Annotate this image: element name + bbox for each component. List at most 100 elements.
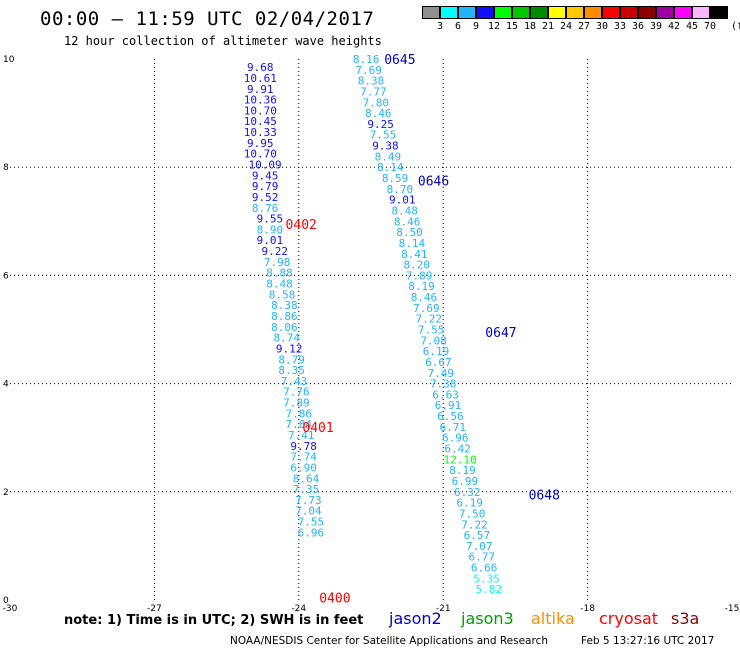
colorbar-swatch [602,6,620,19]
wave-height-value: 9.22 [261,245,288,258]
colorbar-label: 36 [631,21,645,32]
wave-height-value: 7.80 [363,96,390,109]
wave-height-value: 9.25 [367,118,394,131]
legend-altika: altika [531,609,575,628]
y-tick-label: 0 [3,596,9,606]
wave-height-value: 6.32 [454,486,481,499]
colorbar-label: 3 [436,21,444,32]
wave-height-value: 7.98 [264,256,291,269]
wave-height-value: 7.55 [298,516,325,529]
colorbar-label: 27 [577,21,591,32]
wave-height-value: 8.38 [271,299,298,312]
legend-cryosat: cryosat [599,609,659,628]
chart-title: 00:00 – 11:59 UTC 02/04/2017 [40,8,375,30]
wave-height-value: 8.06 [271,321,298,334]
credit-line: NOAA/NESDIS Center for Satellite Applica… [230,635,548,647]
colorbar-label: 70 [703,21,717,32]
wave-height-value: 9.12 [276,342,303,355]
wave-height-value: 6.67 [425,356,452,369]
wave-height-value: 5.82 [476,583,503,596]
wave-height-value: 7.50 [459,507,486,520]
x-tick-label: -21 [436,604,451,614]
wave-height-value: 10.61 [244,72,277,85]
wave-height-value: 7.38 [430,378,457,391]
colorbar-label: 15 [505,21,519,32]
legend-jason2: jason2 [389,609,442,628]
wave-height-value: 7.76 [283,386,310,399]
colorbar-swatch [530,6,548,19]
colorbar-label: 12 [487,21,501,32]
wave-height-value: 8.16 [353,53,380,66]
chart-subtitle: 12 hour collection of altimeter wave hei… [64,34,382,48]
x-tick-label: -27 [147,604,162,614]
colorbar-swatch [440,6,458,19]
pass-time-label: 0648 [529,489,560,504]
wave-height-value: 7.22 [461,518,488,531]
wave-height-value: 7.43 [281,375,308,388]
wave-height-value: 12.10 [443,453,476,466]
wave-height-value: 10.33 [244,126,277,139]
colorbar-unit: (ft) [731,21,740,32]
colorbar-label: 9 [472,21,480,32]
colorbar-label: 39 [649,21,663,32]
colorbar-swatch [548,6,566,19]
colorbar-swatch [422,6,440,19]
wave-height-value: 8.74 [274,332,301,345]
colorbar-swatch [638,6,656,19]
wave-height-value: 6.91 [435,399,462,412]
pass-time-label: 0647 [485,326,516,341]
pass-time-label: 0400 [319,591,350,606]
wave-height-value: 8.48 [266,278,293,291]
wave-height-value: 9.55 [257,213,284,226]
wave-height-value: 8.76 [252,202,279,215]
wave-height-value: 7.86 [286,407,313,420]
wave-height-value: 8.79 [278,353,305,366]
wave-height-value: 8.14 [377,161,404,174]
wave-height-value: 7.73 [295,494,322,507]
pass-time-label: 0401 [302,421,333,436]
wave-height-value: 8.64 [293,472,320,485]
y-tick-label: 4 [3,380,9,390]
wave-height-value: 8.46 [394,215,421,228]
wave-height-value: 7.49 [428,367,455,380]
wave-height-value: 10.36 [244,94,277,107]
colorbar-label: 6 [454,21,462,32]
wave-height-value: 8.49 [375,150,402,163]
y-tick-label: 2 [3,488,9,498]
colorbar-label: 24 [559,21,573,32]
y-tick-label: 10 [3,55,15,65]
wave-height-value: 8.14 [399,237,426,250]
wave-height-value: 8.58 [269,288,296,301]
wave-height-value: 6.90 [290,461,317,474]
wave-height-value: 8.50 [396,226,423,239]
wave-height-value: 7.69 [355,64,382,77]
wave-height-value: 7.74 [290,451,317,464]
colorbar-swatch [692,6,710,19]
wave-height-value: 6.99 [452,475,479,488]
wave-height-value: 7.77 [360,85,387,98]
wave-height-value: 7.35 [293,483,320,496]
colorbar-swatch [476,6,494,19]
colorbar-swatch [656,6,674,19]
wave-height-value: 7.22 [416,313,443,326]
wave-height-value: 8.38 [358,75,385,88]
wave-height-value: 10.09 [249,158,282,171]
y-tick-label: 8 [3,163,9,173]
wave-height-value: 9.38 [372,140,399,153]
wave-height-value: 7.41 [288,429,315,442]
wave-height-value: 8.88 [266,267,293,280]
footer-note: note: 1) Time is in UTC; 2) SWH is in fe… [64,613,364,628]
colorbar-label: 30 [595,21,609,32]
colorbar-swatch [458,6,476,19]
wave-height-value: 8.19 [449,464,476,477]
wave-height-value: 7.07 [466,540,493,553]
wave-height-value: 9.45 [252,169,279,182]
colorbar-swatch [710,6,728,19]
pass-time-label: 0402 [286,218,317,233]
wave-height-value: 7.55 [418,324,445,337]
wave-height-value: 7.89 [406,269,433,282]
wave-height-value: 10.70 [244,104,277,117]
colorbar-swatch [566,6,584,19]
generated-timestamp: Feb 5 13:27:16 UTC 2017 [581,635,715,647]
